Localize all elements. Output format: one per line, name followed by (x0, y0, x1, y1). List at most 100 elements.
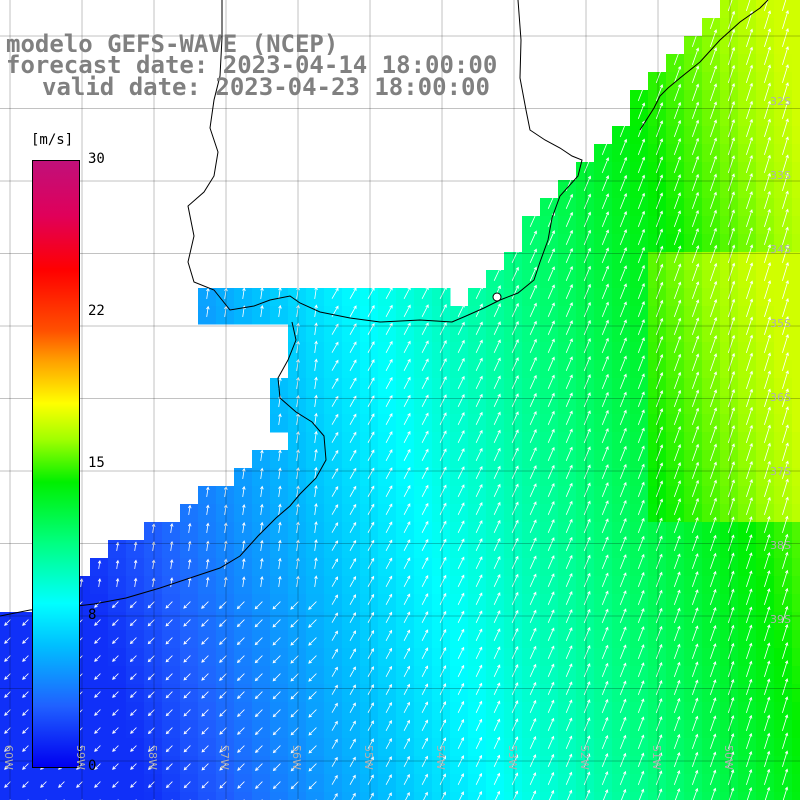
wind-arrow (565, 572, 573, 587)
wind-arrow (691, 137, 700, 156)
wind-arrow (165, 637, 173, 645)
wind-arrow (349, 774, 356, 785)
wind-arrow (403, 539, 411, 551)
wind-arrow (529, 410, 537, 425)
wind-cell (432, 792, 451, 800)
wind-arrow (655, 228, 663, 246)
wind-arrow (547, 591, 555, 605)
wind-arrow (403, 286, 411, 299)
wind-arrow (547, 464, 555, 479)
longitude-label: 60W (2, 745, 15, 770)
wind-arrow (782, 226, 789, 246)
wind-cell (630, 792, 649, 800)
wind-arrow (457, 538, 465, 551)
wind-arrow (22, 709, 29, 716)
wind-arrow (475, 502, 483, 515)
wind-arrow (403, 629, 411, 641)
wind-arrow (260, 503, 264, 516)
wind-arrow (710, 787, 717, 800)
wind-arrow (421, 520, 429, 533)
wind-arrow (782, 533, 789, 552)
wind-arrow (367, 702, 374, 713)
wind-arrow (529, 374, 537, 389)
wind-arrow (367, 377, 375, 389)
wind-arrow (331, 449, 339, 461)
wind-cell (792, 738, 800, 757)
wind-arrow (745, 0, 751, 12)
wind-arrow (403, 719, 410, 731)
wind-arrow (493, 592, 501, 605)
wind-arrow (237, 763, 245, 771)
wind-arrow (314, 340, 318, 354)
wind-arrow (495, 790, 501, 800)
wind-arrow (475, 520, 483, 533)
wind-arrow (547, 410, 555, 425)
wind-arrow (529, 537, 537, 551)
wind-arrow (764, 424, 771, 444)
wind-arrow (242, 540, 246, 552)
wind-arrow (331, 684, 338, 695)
wind-arrow (385, 304, 393, 317)
wind-arrow (727, 155, 735, 174)
wind-arrow (421, 755, 428, 767)
wind-arrow (242, 287, 246, 300)
wind-arrow (385, 593, 393, 605)
wind-arrow (183, 763, 191, 771)
wind-arrow (403, 701, 410, 713)
wind-arrow (673, 263, 682, 282)
wind-arrow (385, 322, 393, 335)
wind-arrow (4, 709, 11, 716)
wind-arrow (565, 211, 574, 227)
wind-arrow (290, 601, 299, 610)
wind-arrow (673, 733, 681, 750)
wind-arrow (165, 619, 173, 627)
wind-arrow (655, 138, 664, 156)
wind-arrow (22, 727, 29, 734)
wind-arrow (601, 698, 609, 714)
wind-arrow (367, 720, 374, 731)
wind-arrow (236, 619, 245, 628)
wind-arrow (782, 768, 789, 786)
wind-arrow (782, 172, 789, 192)
wind-arrow (421, 701, 429, 713)
wind-arrow (314, 539, 318, 552)
wind-arrow (511, 357, 519, 371)
wind-cell (342, 792, 361, 800)
wind-arrow (475, 429, 483, 443)
wind-arrow (673, 47, 682, 66)
wind-arrow (745, 516, 753, 534)
wind-arrow (441, 791, 446, 800)
wind-cell (792, 504, 800, 523)
wind-arrow (272, 601, 281, 610)
wind-arrow (493, 267, 501, 281)
wind-arrow (782, 280, 789, 300)
wind-arrow (583, 735, 591, 749)
wind-arrow (583, 554, 591, 569)
wind-arrow (764, 262, 772, 282)
wind-arrow (112, 727, 119, 734)
wind-arrow (619, 680, 627, 696)
wind-arrow (745, 136, 753, 156)
wind-arrow (782, 515, 789, 534)
wind-arrow (129, 691, 137, 699)
model-title: modelo GEFS-WAVE (NCEP) (6, 30, 339, 58)
wind-arrow (727, 316, 736, 336)
wind-arrow (764, 714, 771, 732)
wind-arrow (764, 208, 771, 228)
wind-arrow (565, 284, 573, 299)
wind-arrow (565, 717, 573, 731)
wind-arrow (457, 718, 465, 731)
wind-arrow (691, 353, 700, 372)
wind-arrow (637, 264, 645, 282)
wind-arrow (457, 610, 465, 623)
wind-arrow (529, 429, 537, 443)
wind-arrow (565, 265, 573, 281)
wind-arrow (619, 554, 627, 570)
wind-arrow (511, 519, 519, 533)
wind-arrow (439, 322, 447, 335)
wind-arrow (764, 154, 771, 174)
wind-arrow (709, 227, 717, 246)
wind-arrow (619, 626, 627, 642)
wind-cell (792, 288, 800, 307)
wind-arrow (583, 193, 592, 209)
